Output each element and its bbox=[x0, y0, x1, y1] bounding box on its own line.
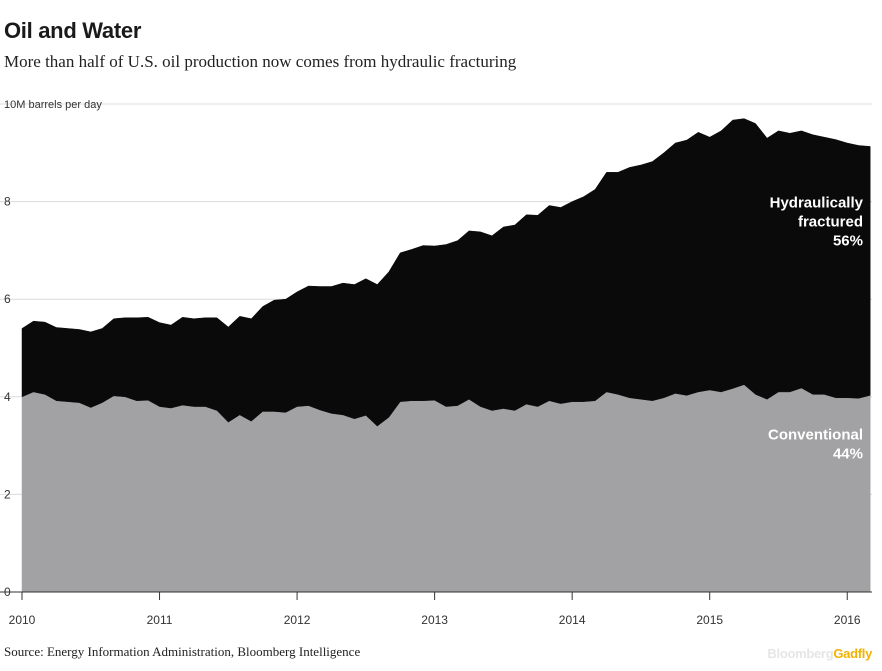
y-tick-label: 4 bbox=[4, 390, 11, 404]
x-tick-label: 2011 bbox=[147, 613, 173, 627]
series-label: Hydraulically bbox=[770, 194, 864, 211]
y-tick-label: 2 bbox=[4, 487, 11, 501]
y-tick-label: 8 bbox=[4, 195, 11, 209]
chart-subtitle: More than half of U.S. oil production no… bbox=[4, 52, 517, 71]
brand-main: Bloomberg bbox=[767, 646, 834, 661]
area-conventional bbox=[21, 384, 871, 593]
source-note: Source: Energy Information Administratio… bbox=[4, 644, 361, 659]
series-share-label: 44% bbox=[833, 445, 863, 462]
annotation-layer: Hydraulically fractured 56% Conventional 44% bbox=[768, 194, 864, 462]
x-tick-label: 2012 bbox=[284, 613, 311, 627]
area-layer bbox=[21, 118, 871, 593]
brand-accent: Gadfly bbox=[833, 646, 872, 661]
area-hydraulically-fractured bbox=[21, 118, 871, 427]
x-tick-label: 2013 bbox=[421, 613, 448, 627]
x-tick-label: 2014 bbox=[559, 613, 586, 627]
x-tick-label: 2010 bbox=[9, 613, 36, 627]
brand-logo: BloombergGadfly bbox=[767, 646, 872, 661]
x-tick-label: 2015 bbox=[696, 613, 723, 627]
y-unit-label: 10M barrels per day bbox=[4, 99, 102, 111]
series-share-label: 56% bbox=[833, 232, 863, 249]
series-label: fractured bbox=[798, 213, 863, 230]
chart-title: Oil and Water bbox=[4, 18, 142, 43]
x-tick-label: 2016 bbox=[834, 613, 861, 627]
y-tick-label: 6 bbox=[4, 292, 11, 306]
series-label: Conventional bbox=[768, 426, 863, 443]
